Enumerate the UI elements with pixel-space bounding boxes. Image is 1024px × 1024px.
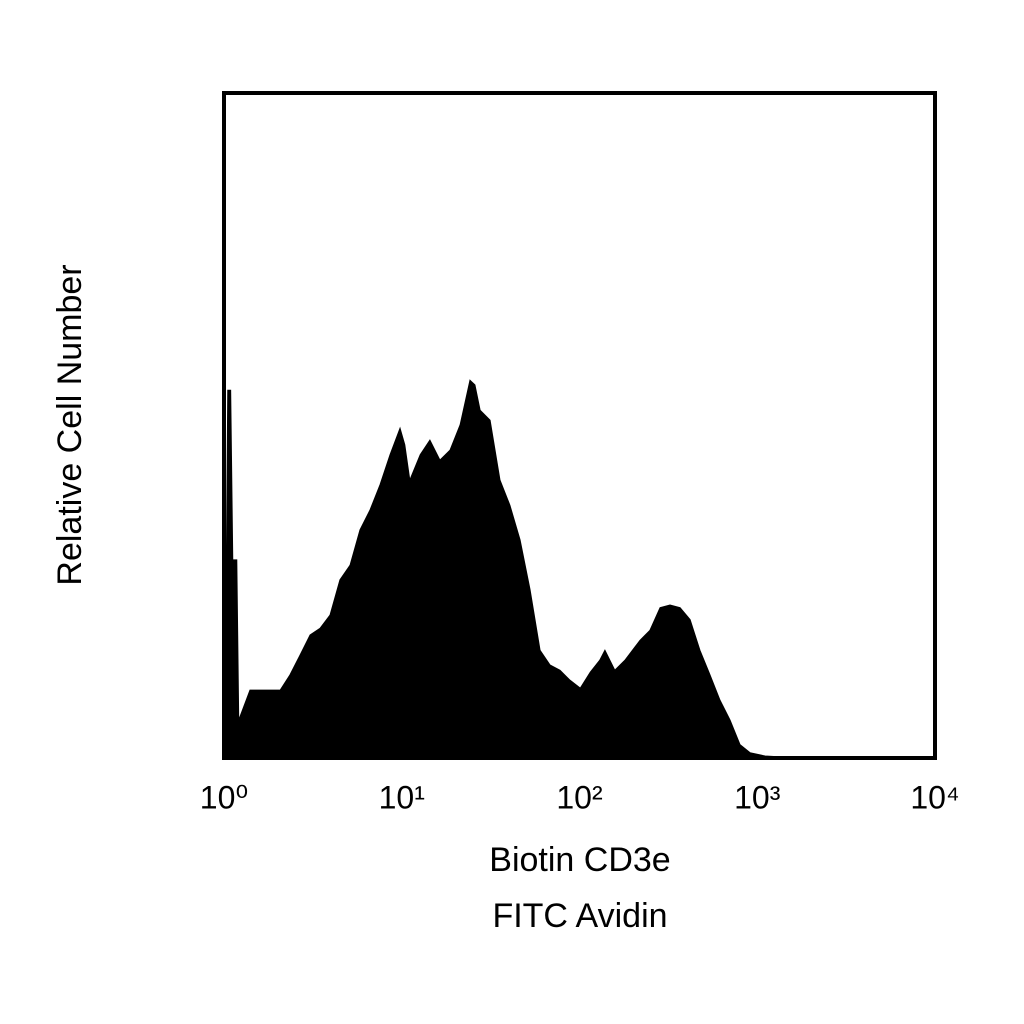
y-axis-label: Relative Cell Number xyxy=(51,264,89,585)
plot-frame xyxy=(222,91,937,760)
x-tick-label: 10¹ xyxy=(379,779,425,815)
histogram-area xyxy=(224,379,935,759)
x-tick-label: 10² xyxy=(556,779,603,815)
x-axis-label: FITC Avidin xyxy=(492,897,667,935)
x-axis-label: Biotin CD3e xyxy=(489,841,670,879)
x-tick-label: 10⁴ xyxy=(910,779,959,815)
x-tick-label: 10⁰ xyxy=(200,779,248,815)
x-tick-label: 10³ xyxy=(734,779,781,815)
